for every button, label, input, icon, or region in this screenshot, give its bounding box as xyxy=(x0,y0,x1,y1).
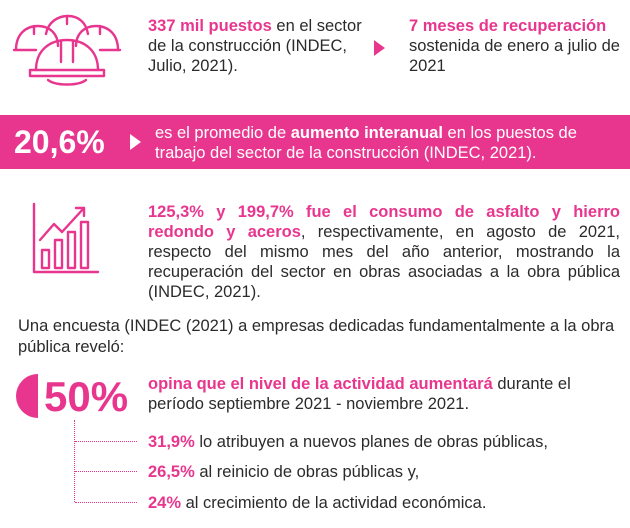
survey-intro: Una encuesta (INDEC (2021) a empresas de… xyxy=(18,317,615,356)
banner-value: 20,6% xyxy=(14,124,105,160)
list-item-pct: 31,9% xyxy=(148,433,195,451)
dotted-branch xyxy=(75,502,137,503)
stat-jobs-text: en el sector de la construcción (INDEC, … xyxy=(148,17,362,75)
banner-text-bold: aumento interanual xyxy=(290,124,443,142)
stat-jobs-highlight: 337 mil puestos xyxy=(148,17,272,35)
banner-text-post: en los puestos de trabajo del sector de … xyxy=(155,124,577,162)
list-item: 26,5% al reinicio de obras públicas y, xyxy=(148,462,620,482)
arrow-right-icon xyxy=(130,134,141,150)
stat-jobs: 337 mil puestos en el sector de la const… xyxy=(148,16,368,76)
survey-text: durante el período septiembre 2021 - nov… xyxy=(148,375,571,413)
stat-recovery-text: sostenida de enero a julio de 2021 xyxy=(409,37,620,75)
survey-value: 50% xyxy=(44,373,129,420)
hard-hats-icon xyxy=(12,14,122,86)
stat-materials-text: , respectivamente, en agosto de 2021, re… xyxy=(148,223,620,301)
list-item-text: al reinicio de obras públicas y, xyxy=(194,463,420,481)
list-item-pct: 26,5% xyxy=(148,463,195,481)
banner-text: es el promedio de aumento interanual en … xyxy=(155,123,625,163)
list-item: 31,9% lo atribuyen a nuevos planes de ob… xyxy=(148,432,620,452)
highlight-banner xyxy=(0,115,630,169)
list-item: 24% al crecimiento de la actividad econó… xyxy=(148,493,620,513)
bar-chart-growth-icon xyxy=(32,202,100,274)
list-item-text: al crecimiento de la actividad económica… xyxy=(181,494,487,512)
half-circle-icon xyxy=(16,374,38,418)
stat-materials: 125,3% y 199,7% fue el consumo de asfalt… xyxy=(148,202,620,302)
stat-recovery-highlight: 7 meses de recuperación xyxy=(409,17,607,35)
survey-main: opina que el nivel de la actividad aumen… xyxy=(148,374,620,414)
dotted-connector xyxy=(74,420,75,502)
banner-text-pre: es el promedio de xyxy=(155,124,291,142)
stat-recovery: 7 meses de recuperación sostenida de ene… xyxy=(409,16,624,76)
list-item-text: lo atribuyen a nuevos planes de obras pú… xyxy=(194,433,548,451)
dotted-branch xyxy=(75,471,137,472)
survey-highlight: opina que el nivel de la actividad aumen… xyxy=(148,375,493,393)
dotted-branch xyxy=(75,441,137,442)
stat-materials-highlight: 125,3% y 199,7% fue el consumo de asfalt… xyxy=(148,203,620,241)
list-item-pct: 24% xyxy=(148,494,182,512)
arrow-right-icon xyxy=(374,40,385,56)
